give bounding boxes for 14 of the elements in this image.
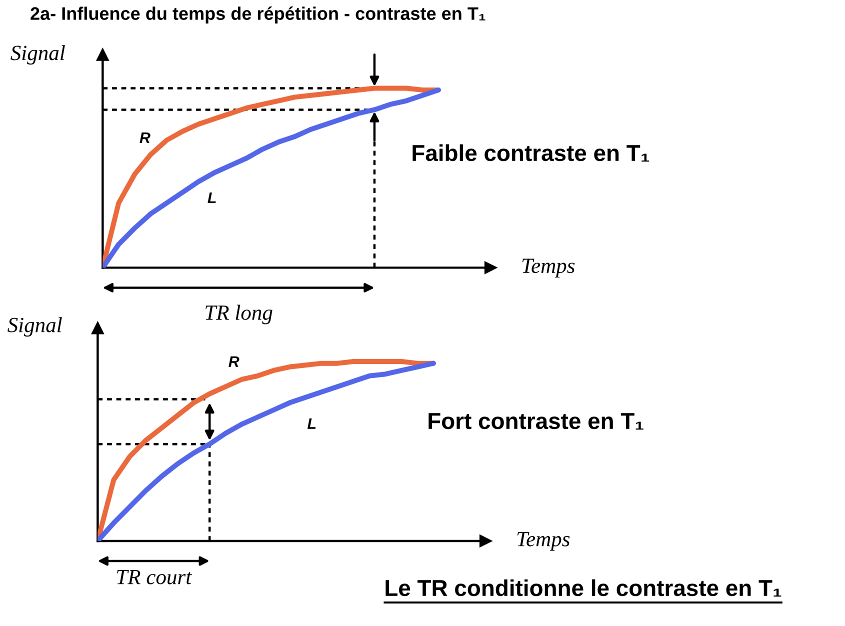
text: Le TR conditionne le contraste en T₁ (386, 579, 782, 597)
x-axis-title: Temps (517, 532, 570, 551)
x-axis-title: Temps (522, 258, 575, 278)
text: TR court (117, 570, 192, 584)
series-label: L (307, 418, 316, 429)
annotation: Fort contraste en T₁ (428, 413, 644, 430)
chart-title: 2a- Influence du temps de répétition - contraste en T₁ (30, 6, 486, 24)
series-label: R (140, 132, 150, 143)
y-axis-title: Signal (10, 45, 65, 65)
series-label: R (228, 356, 240, 367)
series-label: L (208, 192, 216, 204)
y-axis-title: Signal (8, 317, 62, 337)
annotation: Faible contraste en T₁ (412, 144, 650, 162)
text: TR long (206, 304, 272, 324)
